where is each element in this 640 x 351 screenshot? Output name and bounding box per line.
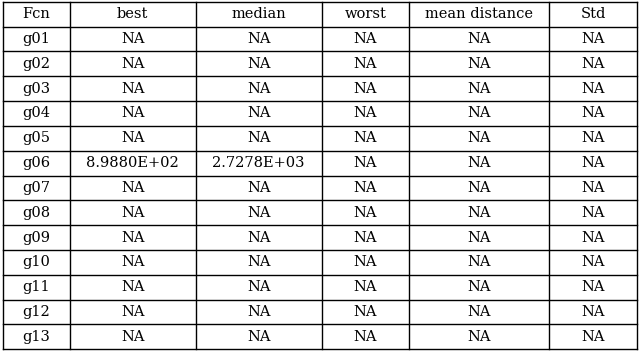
Text: NA: NA bbox=[468, 181, 491, 195]
Text: g07: g07 bbox=[22, 181, 51, 195]
Text: 8.9880E+02: 8.9880E+02 bbox=[86, 156, 179, 170]
Text: g13: g13 bbox=[22, 330, 51, 344]
Text: NA: NA bbox=[247, 330, 271, 344]
Text: NA: NA bbox=[121, 256, 145, 269]
Text: NA: NA bbox=[581, 156, 605, 170]
Text: NA: NA bbox=[247, 231, 271, 245]
Text: NA: NA bbox=[354, 305, 377, 319]
Text: NA: NA bbox=[468, 231, 491, 245]
Text: g03: g03 bbox=[22, 82, 51, 95]
Text: NA: NA bbox=[468, 330, 491, 344]
Text: NA: NA bbox=[468, 131, 491, 145]
Text: g05: g05 bbox=[22, 131, 51, 145]
Text: NA: NA bbox=[468, 57, 491, 71]
Text: median: median bbox=[232, 7, 286, 21]
Text: g09: g09 bbox=[22, 231, 51, 245]
Text: NA: NA bbox=[468, 82, 491, 95]
Text: g06: g06 bbox=[22, 156, 51, 170]
Text: NA: NA bbox=[581, 330, 605, 344]
Text: NA: NA bbox=[247, 57, 271, 71]
Text: 2.7278E+03: 2.7278E+03 bbox=[212, 156, 305, 170]
Text: NA: NA bbox=[121, 280, 145, 294]
Text: NA: NA bbox=[247, 82, 271, 95]
Text: NA: NA bbox=[581, 57, 605, 71]
Text: worst: worst bbox=[344, 7, 387, 21]
Text: NA: NA bbox=[581, 206, 605, 220]
Text: NA: NA bbox=[121, 206, 145, 220]
Text: NA: NA bbox=[581, 280, 605, 294]
Text: Std: Std bbox=[580, 7, 605, 21]
Text: best: best bbox=[117, 7, 148, 21]
Text: NA: NA bbox=[581, 106, 605, 120]
Text: NA: NA bbox=[121, 330, 145, 344]
Text: NA: NA bbox=[121, 181, 145, 195]
Text: NA: NA bbox=[468, 156, 491, 170]
Text: NA: NA bbox=[121, 57, 145, 71]
Text: NA: NA bbox=[468, 106, 491, 120]
Text: NA: NA bbox=[354, 57, 377, 71]
Text: NA: NA bbox=[121, 231, 145, 245]
Text: NA: NA bbox=[121, 32, 145, 46]
Text: NA: NA bbox=[581, 256, 605, 269]
Text: NA: NA bbox=[468, 305, 491, 319]
Text: NA: NA bbox=[247, 305, 271, 319]
Text: NA: NA bbox=[581, 181, 605, 195]
Text: NA: NA bbox=[121, 82, 145, 95]
Text: NA: NA bbox=[468, 32, 491, 46]
Text: NA: NA bbox=[247, 256, 271, 269]
Text: NA: NA bbox=[354, 280, 377, 294]
Text: NA: NA bbox=[468, 206, 491, 220]
Text: NA: NA bbox=[247, 280, 271, 294]
Text: NA: NA bbox=[121, 106, 145, 120]
Text: NA: NA bbox=[581, 231, 605, 245]
Text: g04: g04 bbox=[22, 106, 51, 120]
Text: NA: NA bbox=[581, 32, 605, 46]
Text: NA: NA bbox=[121, 131, 145, 145]
Text: g08: g08 bbox=[22, 206, 51, 220]
Text: NA: NA bbox=[247, 206, 271, 220]
Text: NA: NA bbox=[247, 181, 271, 195]
Text: NA: NA bbox=[354, 156, 377, 170]
Text: g01: g01 bbox=[22, 32, 51, 46]
Text: NA: NA bbox=[354, 256, 377, 269]
Text: g02: g02 bbox=[22, 57, 51, 71]
Text: NA: NA bbox=[354, 82, 377, 95]
Text: NA: NA bbox=[354, 181, 377, 195]
Text: NA: NA bbox=[247, 32, 271, 46]
Text: NA: NA bbox=[121, 305, 145, 319]
Text: NA: NA bbox=[581, 305, 605, 319]
Text: NA: NA bbox=[247, 131, 271, 145]
Text: NA: NA bbox=[468, 280, 491, 294]
Text: NA: NA bbox=[354, 231, 377, 245]
Text: NA: NA bbox=[581, 82, 605, 95]
Text: NA: NA bbox=[581, 131, 605, 145]
Text: g10: g10 bbox=[22, 256, 51, 269]
Text: mean distance: mean distance bbox=[425, 7, 533, 21]
Text: g12: g12 bbox=[22, 305, 51, 319]
Text: NA: NA bbox=[354, 206, 377, 220]
Text: NA: NA bbox=[354, 131, 377, 145]
Text: NA: NA bbox=[247, 106, 271, 120]
Text: NA: NA bbox=[468, 256, 491, 269]
Text: NA: NA bbox=[354, 330, 377, 344]
Text: Fcn: Fcn bbox=[22, 7, 51, 21]
Text: NA: NA bbox=[354, 32, 377, 46]
Text: NA: NA bbox=[354, 106, 377, 120]
Text: g11: g11 bbox=[22, 280, 51, 294]
